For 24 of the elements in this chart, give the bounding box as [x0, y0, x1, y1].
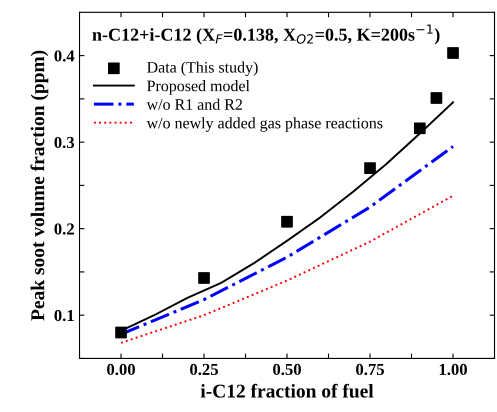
y-tick-label: 0.4	[54, 50, 74, 62]
point	[414, 122, 426, 134]
y-tick-label: 0.1	[54, 310, 74, 322]
point	[281, 216, 293, 228]
x-tick-label: 0.75	[356, 364, 384, 376]
x-tick-label: 0.25	[190, 364, 218, 376]
point	[198, 272, 210, 284]
x-tick-label: 0.00	[107, 364, 135, 376]
legend-label: w/o R1 and R2	[146, 98, 242, 110]
legend-label: Data (This study)	[147, 61, 258, 76]
point	[430, 92, 442, 104]
line-series	[120, 194, 454, 344]
point	[115, 326, 127, 338]
text: n-C12+i-C12 (X$_{F}$=0.138, X$_{O2}$=0.5, K=200s$^{−1}$)	[92, 24, 440, 44]
y-tick-label: 0.3	[54, 136, 74, 148]
legend-label: Proposed model	[147, 80, 250, 95]
legend-label: w/o newly added gas phase reactions	[146, 117, 382, 132]
x-tick-label: 0.50	[273, 364, 301, 376]
y-tick-label: 0.2	[54, 223, 74, 235]
x-tick-label: 1.00	[440, 364, 467, 376]
point	[364, 162, 376, 174]
x-axis-title: i-C12 fraction of fuel	[200, 384, 374, 398]
point	[447, 47, 459, 59]
y-axis-title: Peak soot volume fraction (ppm)	[30, 50, 48, 321]
